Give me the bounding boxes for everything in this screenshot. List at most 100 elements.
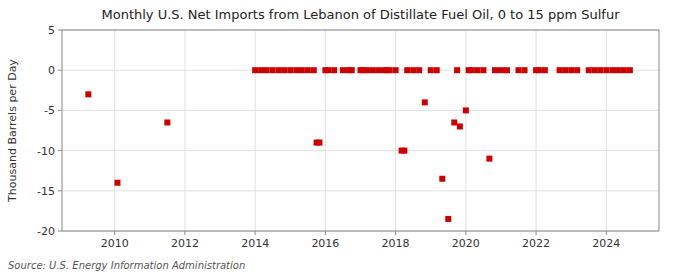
point — [428, 67, 434, 73]
point — [504, 67, 510, 73]
point — [542, 67, 548, 73]
x-tick-label: 2012 — [171, 237, 199, 250]
y-tick — [58, 110, 62, 111]
point — [422, 99, 428, 105]
point — [621, 67, 627, 73]
title: Monthly U.S. Net Imports from Lebanon of… — [101, 7, 620, 22]
x-grid-line — [395, 30, 396, 231]
y-tick-label: 5 — [48, 24, 55, 37]
y-grid-line — [62, 110, 659, 111]
point — [439, 176, 445, 182]
point — [305, 67, 311, 73]
point — [445, 216, 451, 222]
x-grid-line — [114, 30, 115, 231]
point — [316, 140, 322, 146]
y-grid-line — [62, 150, 659, 151]
x-tick — [606, 231, 607, 235]
x-tick-label: 2022 — [522, 237, 550, 250]
point — [299, 67, 305, 73]
source: Source: U.S. Energy Information Administ… — [8, 260, 245, 271]
point — [536, 67, 542, 73]
x-tick-label: 2014 — [241, 237, 269, 250]
x-tick — [395, 231, 396, 235]
point — [387, 67, 393, 73]
point — [597, 67, 603, 73]
y-grid-line — [62, 190, 659, 191]
y-tick — [58, 231, 62, 232]
x-grid-line — [536, 30, 537, 231]
x-tick-label: 2010 — [101, 237, 129, 250]
point — [410, 67, 416, 73]
point — [521, 67, 527, 73]
point — [375, 67, 381, 73]
point — [331, 67, 337, 73]
point — [469, 67, 475, 73]
point — [393, 67, 399, 73]
point — [252, 67, 258, 73]
point — [451, 119, 457, 125]
y-tick — [58, 190, 62, 191]
x-tick-label: 2016 — [311, 237, 339, 250]
x-tick — [325, 231, 326, 235]
x-grid-line — [606, 30, 607, 231]
point — [492, 67, 498, 73]
page: {"chart_data": {"type": "scatter", "titl… — [0, 0, 675, 275]
x-tick-label: 2018 — [382, 237, 410, 250]
point — [562, 67, 568, 73]
point — [434, 67, 440, 73]
point — [557, 67, 563, 73]
point — [293, 67, 299, 73]
point — [349, 67, 355, 73]
x-tick-label: 2020 — [452, 237, 480, 250]
point — [474, 67, 480, 73]
point — [609, 67, 615, 73]
y-tick-label: -5 — [44, 104, 55, 117]
x-tick — [465, 231, 466, 235]
point — [592, 67, 598, 73]
y-tick-label: 0 — [48, 64, 55, 77]
point — [276, 67, 282, 73]
point — [463, 107, 469, 113]
point — [369, 67, 375, 73]
point — [586, 67, 592, 73]
point — [340, 67, 346, 73]
x-grid-line — [325, 30, 326, 231]
x-tick — [255, 231, 256, 235]
x-grid-line — [184, 30, 185, 231]
point — [311, 67, 317, 73]
point — [568, 67, 574, 73]
point — [603, 67, 609, 73]
x-grid-line — [465, 30, 466, 231]
point — [363, 67, 369, 73]
y-tick — [58, 70, 62, 71]
x-tick — [184, 231, 185, 235]
point — [457, 123, 463, 129]
point — [454, 67, 460, 73]
point — [627, 67, 633, 73]
x-tick — [114, 231, 115, 235]
marks — [85, 67, 633, 222]
point — [516, 67, 522, 73]
point — [401, 148, 407, 154]
point — [264, 67, 270, 73]
y-tick-label: -20 — [37, 225, 55, 238]
point — [325, 67, 331, 73]
point — [574, 67, 580, 73]
axes: -20 -15 -10 -5 0 5 2010 2012 2014 2016 2018 2020 202… — [37, 24, 620, 250]
point — [281, 67, 287, 73]
point — [404, 67, 410, 73]
x-grid-line — [255, 30, 256, 231]
point — [114, 180, 120, 186]
plot-frame — [62, 30, 659, 231]
point — [258, 67, 264, 73]
point — [498, 67, 504, 73]
y-tick-label: -15 — [37, 185, 55, 198]
y-tick — [58, 30, 62, 31]
point — [85, 91, 91, 97]
point — [164, 119, 170, 125]
x-tick — [536, 231, 537, 235]
point — [615, 67, 621, 73]
y-tick-label: -10 — [37, 145, 55, 158]
chart-svg: -20 -15 -10 -5 0 5 2010 2012 2014 2016 2018 2020 202… — [0, 0, 675, 275]
point — [270, 67, 276, 73]
